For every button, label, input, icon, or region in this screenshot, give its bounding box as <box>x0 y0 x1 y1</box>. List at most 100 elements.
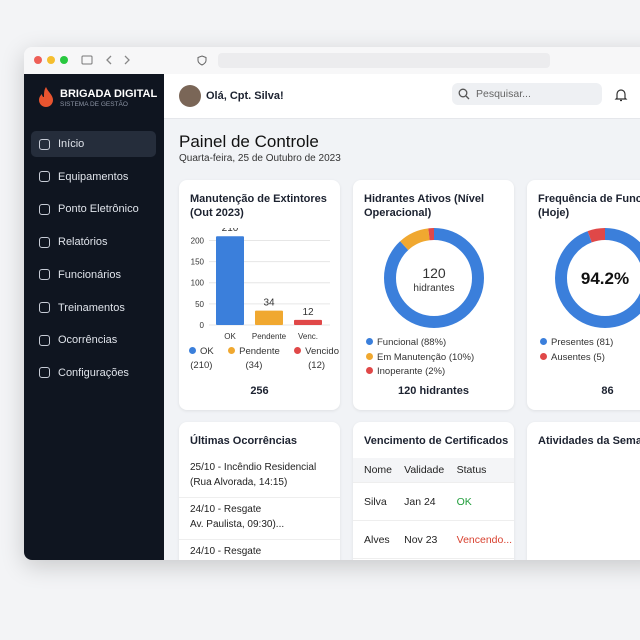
table-cell: Jan 24 <box>393 482 446 521</box>
legend-label: Pendente <box>239 346 280 357</box>
card-title: Últimas Ocorrências <box>190 435 297 447</box>
nav-item[interactable]: Configurações <box>31 360 156 386</box>
greeting: Olá, Cpt. Silva! <box>206 90 284 102</box>
legend-item: Presentes (81) <box>540 336 613 351</box>
nav-item[interactable]: Ponto Eletrônico <box>31 196 156 222</box>
certificates-table: Nome Validade Status Silva Jan 24 OK Alves Nov … <box>353 458 514 559</box>
legend-item: Vencido (12) <box>294 345 339 373</box>
nav-item[interactable]: Início <box>31 131 156 157</box>
card-title: Atividades da Semana <box>538 435 640 447</box>
page-date: Quarta-feira, 25 de Outubro de 2023 <box>179 153 341 164</box>
legend-swatch <box>540 338 547 345</box>
legend-value: (34) <box>245 360 263 371</box>
nav-item[interactable]: Treinamentos <box>31 295 156 321</box>
nav-item[interactable]: Funcionários <box>31 262 156 288</box>
occurrence-list: 25/10 - Incêndio Residencial (Rua Alvorad… <box>179 456 340 560</box>
nav-label: Configurações <box>58 366 129 379</box>
address-bar[interactable] <box>218 53 550 68</box>
nav-icon <box>39 138 50 150</box>
sidebar-toggle[interactable] <box>81 55 93 65</box>
bar <box>255 310 283 325</box>
occurrence[interactable]: 24/10 - Resgate Av. Paulista, 09:30)... <box>179 498 340 540</box>
nav-label: Funcionários <box>58 268 121 281</box>
y-tick-label: 150 <box>191 258 205 267</box>
card-total: 86 <box>601 385 614 397</box>
nav-item[interactable]: Ocorrências <box>31 327 156 353</box>
close-dot[interactable] <box>34 56 42 64</box>
x-tick-label: Venc. <box>298 332 318 341</box>
occurrence-line: (Av. Paulista, 09:30) <box>190 559 329 560</box>
nav-item[interactable]: Equipamentos <box>31 164 156 190</box>
legend-label: OK <box>200 346 214 357</box>
chart-card: Hidrantes Ativos (Nível Operacional) Func… <box>353 180 514 410</box>
card-title: Manutenção de Extintores (Out 2023) <box>190 193 327 219</box>
search-icon <box>458 88 470 100</box>
legend-row: Vencido <box>294 345 339 359</box>
card-total: 256 <box>250 385 269 397</box>
toolbar-icons <box>34 53 550 68</box>
search-box[interactable]: Pesquisar... <box>452 83 602 105</box>
nav-icon <box>39 334 50 346</box>
legend-row: OK <box>189 345 214 359</box>
y-tick-label: 0 <box>200 321 205 330</box>
table-row: Silva Jan 24 OK <box>353 482 514 521</box>
legend-label: Presentes (81) <box>551 337 614 348</box>
legend-swatch <box>366 338 373 345</box>
legend-label: Ausentes (5) <box>551 351 605 363</box>
max-dot[interactable] <box>60 56 68 64</box>
donut-segment <box>555 228 640 328</box>
browser-toolbar <box>24 47 640 75</box>
header: Olá, Cpt. Silva! Pesquisar... <box>164 74 640 119</box>
legend-label: Funcional (88%) <box>377 337 447 348</box>
legend-value: (12) <box>308 360 326 371</box>
y-tick-label: 200 <box>191 236 205 245</box>
column-header: Validade <box>393 458 446 483</box>
table-cell: Alves <box>353 520 394 559</box>
nav-icon <box>39 269 50 281</box>
search-placeholder: Pesquisar... <box>476 88 531 100</box>
logo-flame <box>39 87 53 107</box>
shield-icon <box>197 55 207 66</box>
legend-label: Inoperante (2%) <box>377 366 446 377</box>
bar <box>294 319 322 325</box>
legend: Presentes (81) Ausentes (5) <box>540 336 613 365</box>
brand: BRIGADA DIGITAL <box>60 88 158 100</box>
legend-row: Pendente <box>228 345 280 359</box>
donut-chart: 120 hidrantes <box>384 228 484 328</box>
nav-label: Ocorrências <box>58 334 118 347</box>
activities-card: Atividades da Semana <box>527 422 640 560</box>
occurrences-card: Últimas Ocorrências 25/10 - Incêndio Res… <box>179 422 340 560</box>
legend-label: Vencido <box>305 346 339 357</box>
table-header: Nome Validade Status <box>353 458 514 483</box>
avatar[interactable] <box>179 85 201 107</box>
nav-item[interactable]: Relatórios <box>31 229 156 255</box>
bar <box>216 236 244 325</box>
table-cell: Vencendo... <box>445 520 514 559</box>
tagline: SISTEMA DE GESTÃO <box>60 101 128 108</box>
nav-icon <box>39 302 50 313</box>
bell-icon[interactable] <box>614 88 628 102</box>
column-header: Nome <box>353 458 394 483</box>
occurrence[interactable]: 25/10 - Incêndio Residencial (Rua Alvorad… <box>179 456 340 498</box>
min-dot[interactable] <box>47 56 55 64</box>
card-title: Hidrantes Ativos (Nível Operacional) <box>364 193 485 219</box>
legend: OK (210) Pendente (34) Vencido (12) <box>189 345 339 373</box>
legend-item: Pendente (34) <box>228 345 280 373</box>
occurrence-line: 25/10 - Incêndio Residencial <box>190 462 317 473</box>
card-title: Vencimento de Certificados <box>364 435 509 447</box>
x-tick-label: OK <box>224 332 236 341</box>
legend-item: Funcional (88%) <box>366 336 474 351</box>
x-tick-label: Pendente <box>252 332 287 341</box>
center-value: 120 <box>422 265 446 281</box>
card-total: 120 hidrantes <box>398 385 469 397</box>
certificates-card: Vencimento de Certificados Nome Validade S… <box>353 422 514 560</box>
occurrence[interactable]: 24/10 - Resgate (Av. Paulista, 09:30) <box>179 540 340 560</box>
table-cell: Silva <box>353 482 394 521</box>
legend-value: (210) <box>190 360 213 371</box>
nav-arrows[interactable] <box>106 55 130 65</box>
browser-window: BRIGADA DIGITAL SISTEMA DE GESTÃO Início… <box>24 47 640 560</box>
nav-label: Equipamentos <box>58 170 129 183</box>
chart-card: Frequência de Funcionários (Hoje) Present… <box>527 180 640 410</box>
